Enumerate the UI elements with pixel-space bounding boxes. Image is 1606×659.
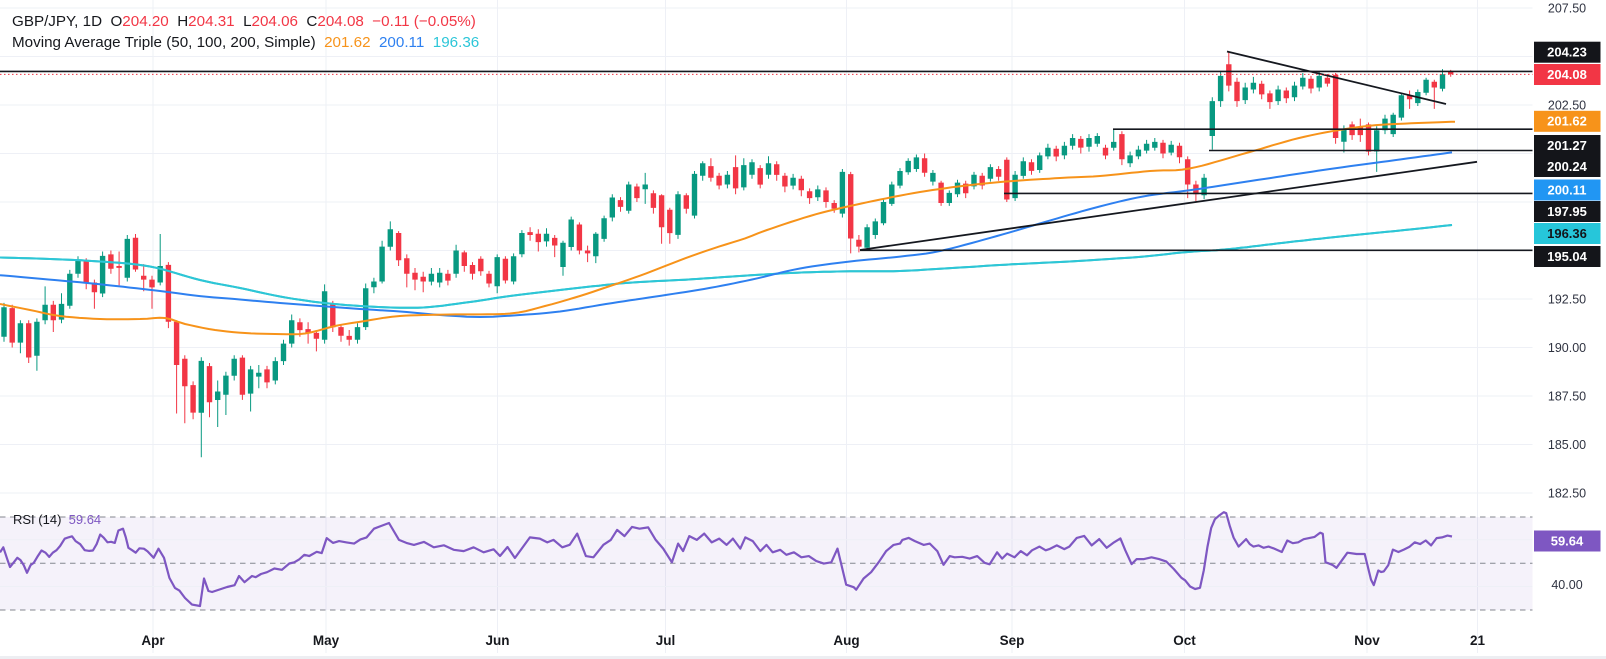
svg-text:182.50: 182.50	[1548, 487, 1586, 501]
svg-text:200.24: 200.24	[1547, 159, 1588, 174]
svg-text:Moving Average Triple (50, 100: Moving Average Triple (50, 100, 200, Sim…	[12, 34, 479, 51]
svg-text:190.00: 190.00	[1548, 341, 1586, 355]
svg-text:196.36: 196.36	[1547, 226, 1587, 241]
svg-text:Oct: Oct	[1173, 633, 1196, 648]
svg-text:207.50: 207.50	[1548, 2, 1586, 16]
svg-text:197.95: 197.95	[1547, 204, 1587, 219]
svg-text:Jun: Jun	[485, 633, 509, 648]
svg-text:201.62: 201.62	[1547, 114, 1587, 129]
svg-text:May: May	[313, 633, 340, 648]
svg-text:204.08: 204.08	[1547, 67, 1587, 82]
svg-text:40.00: 40.00	[1551, 578, 1582, 592]
svg-text:Nov: Nov	[1354, 633, 1380, 648]
svg-text:RSI (14) 59.64: RSI (14) 59.64	[13, 512, 101, 527]
svg-text:59.64: 59.64	[1551, 533, 1584, 548]
svg-text:201.27: 201.27	[1547, 138, 1587, 153]
svg-text:202.50: 202.50	[1548, 99, 1586, 113]
svg-text:204.23: 204.23	[1547, 45, 1587, 60]
svg-text:Aug: Aug	[833, 633, 859, 648]
svg-text:Jul: Jul	[656, 633, 676, 648]
svg-text:185.00: 185.00	[1548, 438, 1586, 452]
svg-text:187.50: 187.50	[1548, 390, 1586, 404]
svg-text:192.50: 192.50	[1548, 293, 1586, 307]
svg-text:Apr: Apr	[141, 633, 165, 648]
svg-text:195.04: 195.04	[1547, 249, 1588, 264]
svg-text:GBP/JPY, 1D O204.20 H204.31: GBP/JPY, 1D O204.20 H204.31 L204.06 C204…	[12, 13, 476, 30]
svg-text:21: 21	[1470, 633, 1486, 648]
svg-text:200.11: 200.11	[1547, 182, 1586, 197]
svg-text:Sep: Sep	[1000, 633, 1025, 648]
